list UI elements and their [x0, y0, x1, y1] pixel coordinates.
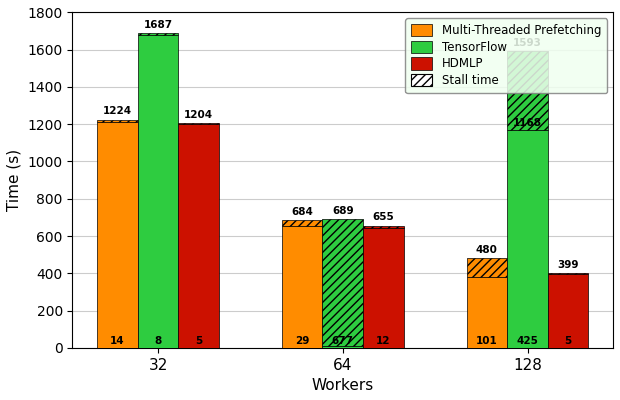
- Bar: [282, 220, 322, 226]
- Text: 399: 399: [557, 260, 579, 270]
- Text: 12: 12: [376, 336, 391, 346]
- Bar: [363, 228, 404, 348]
- Bar: [282, 226, 322, 348]
- Text: 1687: 1687: [143, 20, 172, 30]
- Bar: [138, 34, 179, 35]
- Text: 684: 684: [291, 207, 313, 217]
- Text: 5: 5: [565, 336, 572, 346]
- Bar: [507, 130, 548, 348]
- Bar: [466, 277, 507, 348]
- Text: 14: 14: [110, 336, 125, 346]
- Legend: Multi-Threaded Prefetching, TensorFlow, HDMLP, Stall time: Multi-Threaded Prefetching, TensorFlow, …: [405, 18, 607, 93]
- Text: 689: 689: [332, 206, 353, 216]
- Text: 480: 480: [476, 245, 498, 255]
- Bar: [97, 122, 138, 348]
- Text: 8: 8: [154, 336, 162, 346]
- Text: 677: 677: [332, 336, 354, 346]
- Text: 5: 5: [195, 336, 202, 346]
- Text: 1593: 1593: [513, 38, 542, 48]
- Text: 655: 655: [373, 212, 394, 222]
- Text: 1168: 1168: [513, 118, 542, 128]
- Bar: [97, 120, 138, 122]
- Text: 29: 29: [295, 336, 309, 346]
- Bar: [322, 346, 363, 348]
- Y-axis label: Time (s): Time (s): [7, 149, 22, 211]
- Bar: [322, 220, 363, 346]
- Bar: [548, 274, 588, 348]
- Text: 101: 101: [476, 336, 498, 346]
- Bar: [138, 35, 179, 348]
- Bar: [179, 124, 219, 348]
- Bar: [507, 51, 548, 130]
- Text: 1224: 1224: [103, 106, 132, 116]
- Text: 425: 425: [516, 336, 538, 346]
- Text: 1204: 1204: [184, 110, 213, 120]
- Bar: [466, 258, 507, 277]
- Bar: [363, 226, 404, 228]
- X-axis label: Workers: Workers: [312, 378, 374, 393]
